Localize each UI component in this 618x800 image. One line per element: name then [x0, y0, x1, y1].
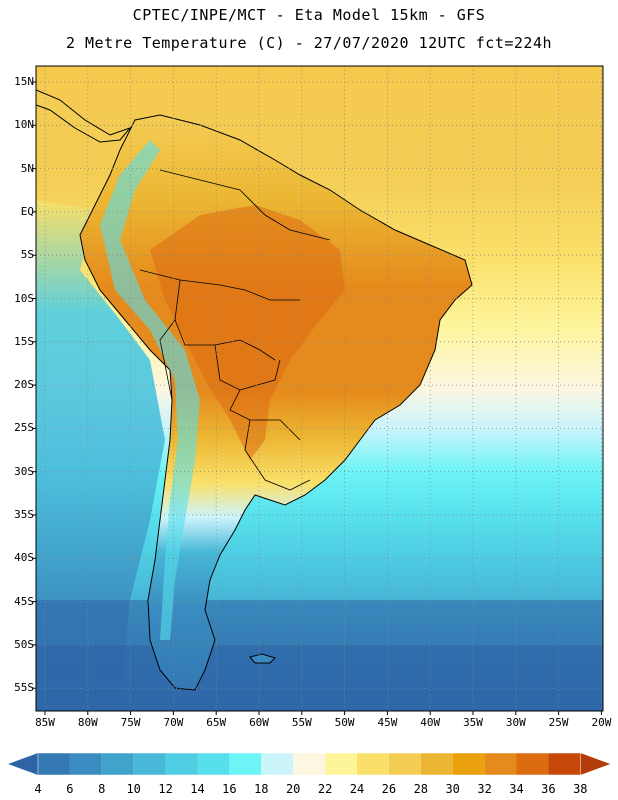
longitude-label: 50W [334, 716, 355, 729]
country-borders [139, 169, 331, 491]
colorbar-segment [548, 753, 581, 775]
falkland-islands [249, 653, 276, 664]
latitude-label: 5S [20, 248, 34, 262]
map-title-line-1: CPTEC/INPE/MCT - Eta Model 15km - GFS [132, 6, 486, 24]
latitude-label: 20S [14, 378, 34, 392]
longitude-label: 70W [163, 716, 184, 729]
latitude-label: EQ [20, 204, 34, 218]
colorbar-segment [197, 753, 230, 775]
longitude-label: 85W [35, 716, 55, 729]
longitude-label: 60W [249, 716, 269, 729]
lat-lon-graticule [36, 66, 603, 711]
colorbar-label: 32 [477, 782, 492, 796]
colorbar-label: 26 [381, 782, 397, 796]
colorbar-segment [357, 753, 389, 775]
colorbar-segment [261, 753, 294, 775]
pacific-field [36, 200, 165, 711]
colorbar-label: 36 [541, 782, 556, 796]
colorbar-segment [420, 753, 453, 775]
longitude-label: 40W [420, 716, 441, 729]
longitude-label: 35W [463, 716, 483, 729]
colorbar-label: 16 [222, 782, 237, 796]
colorbar-segment [516, 753, 549, 775]
latitude-label: 40S [14, 551, 34, 565]
latitude-label: 55S [14, 681, 34, 695]
colorbar-min-arrow [8, 753, 38, 775]
longitude-label: 25W [548, 716, 569, 729]
latitude-label: 30S [14, 464, 34, 478]
andes-ridge [100, 140, 200, 640]
map-field [36, 66, 603, 711]
colorbar-label: 10 [126, 782, 141, 796]
longitude-label: 55W [291, 716, 312, 729]
temperature-colorbar [8, 752, 611, 776]
colorbar-segment [38, 753, 70, 775]
colorbar-label: 6 [66, 782, 74, 796]
latitude-label: 50S [14, 637, 34, 651]
latitude-label: 25S [14, 421, 34, 435]
colorbar-segment [325, 753, 357, 775]
longitude-label: 75W [120, 716, 141, 729]
colorbar-label: 28 [413, 782, 429, 796]
longitude-label: 20W [591, 716, 612, 729]
latitude-label: 35S [14, 508, 34, 521]
colorbar-segment [165, 753, 198, 775]
map-frame [35, 65, 604, 712]
colorbar-label: 4 [34, 782, 42, 796]
colorbar-segment [388, 753, 421, 775]
latitude-label: 15N [14, 75, 34, 88]
colorbar-label: 24 [349, 782, 365, 796]
longitude-label: 65W [206, 716, 227, 729]
colorbar-label: 30 [445, 782, 460, 796]
colorbar-label: 12 [158, 782, 173, 796]
longitude-label: 45W [377, 716, 398, 729]
longitude-label: 30W [505, 716, 526, 729]
colorbar-label: 34 [509, 782, 524, 796]
colorbar-max-arrow [580, 753, 611, 775]
latitude-label: 10N [14, 118, 34, 132]
colorbar-segment [69, 753, 102, 775]
central-america [36, 89, 132, 143]
colorbar-label: 14 [190, 782, 205, 796]
axis-ticks [32, 81, 602, 715]
colorbar-label: 20 [285, 782, 301, 796]
colorbar-segment [452, 753, 485, 775]
map-title-line-2: 2 Metre Temperature (C) - 27/07/2020 12U… [65, 34, 553, 52]
colorbar-label: 22 [317, 782, 333, 796]
latitude-label: 15S [14, 334, 34, 348]
latitude-label: 5N [20, 161, 34, 175]
latitude-label: 10S [14, 291, 34, 305]
colorbar-segment [133, 753, 166, 775]
hot-core-region [150, 205, 345, 460]
colorbar-segment [229, 753, 262, 775]
longitude-label: 80W [77, 716, 98, 729]
colorbar-segment [101, 753, 134, 775]
colorbar-segment [293, 753, 326, 775]
colorbar-label: 38 [573, 782, 588, 796]
colorbar-segment [484, 753, 517, 775]
latitude-label: 45S [14, 594, 34, 608]
colorbar-label: 18 [254, 782, 269, 796]
colorbar-label: 8 [98, 782, 106, 796]
